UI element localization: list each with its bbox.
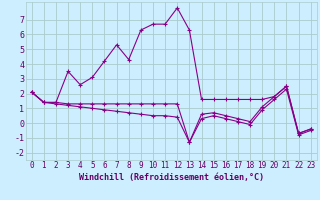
X-axis label: Windchill (Refroidissement éolien,°C): Windchill (Refroidissement éolien,°C) [79,173,264,182]
